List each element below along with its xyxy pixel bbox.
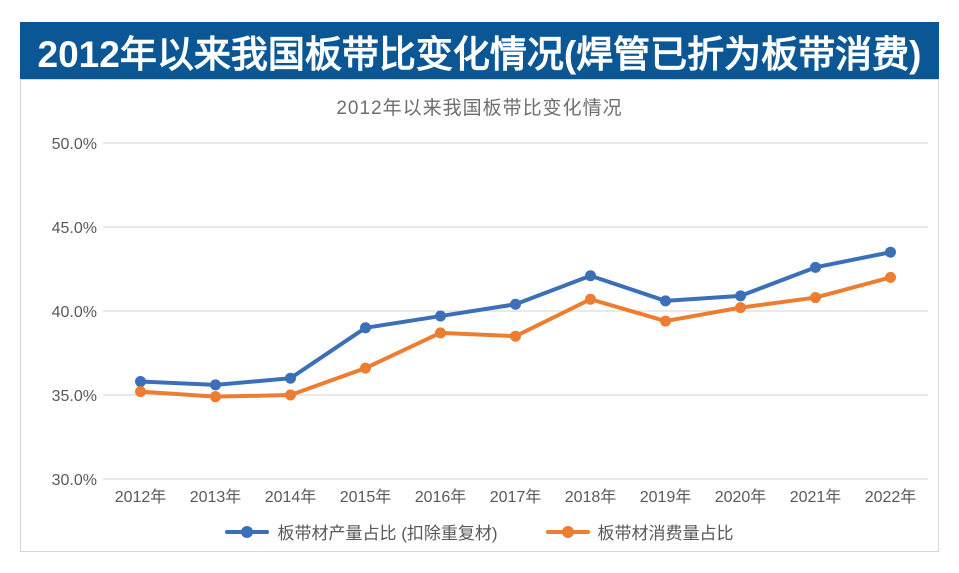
data-point-marker bbox=[360, 322, 371, 334]
legend-item-production-ratio: 板带材产量占比 (扣除重复材) bbox=[225, 519, 498, 544]
data-point-marker bbox=[435, 327, 446, 339]
y-tick-label: 30.0% bbox=[52, 472, 97, 489]
data-point-marker bbox=[135, 376, 146, 388]
legend-label: 板带材产量占比 (扣除重复材) bbox=[277, 524, 498, 543]
x-tick-label: 2017年 bbox=[490, 488, 542, 506]
data-point-marker bbox=[735, 302, 746, 314]
data-point-marker bbox=[585, 293, 596, 305]
y-tick-label: 50.0% bbox=[52, 136, 97, 153]
data-point-marker bbox=[285, 372, 296, 384]
data-point-marker bbox=[210, 391, 221, 403]
data-point-marker bbox=[510, 330, 521, 342]
data-point-marker bbox=[135, 386, 146, 398]
data-point-marker bbox=[660, 315, 671, 327]
x-tick-label: 2012年 bbox=[115, 488, 167, 506]
series-line-0 bbox=[138, 250, 893, 387]
data-point-marker bbox=[435, 310, 446, 322]
x-tick-label: 2020年 bbox=[715, 488, 767, 506]
data-point-marker bbox=[660, 295, 671, 307]
banner-title: 2012年以来我国板带比变化情况(焊管已折为板带消费) bbox=[37, 33, 922, 75]
data-point-marker bbox=[735, 290, 746, 302]
legend-dot-icon bbox=[561, 525, 574, 538]
data-point-marker bbox=[210, 379, 221, 391]
line-chart-plot-area: 50.0% 45.0% 40.0% 35.0% 30.0% 2012年 2013年 2014年… bbox=[52, 136, 928, 506]
x-tick-label: 2019年 bbox=[640, 488, 692, 506]
data-point-marker bbox=[885, 246, 896, 258]
x-tick-label: 2015年 bbox=[340, 488, 392, 506]
legend-line-marker-icon bbox=[225, 525, 270, 538]
data-point-marker bbox=[285, 389, 296, 401]
chart-title: 2012年以来我国板带比变化情况 bbox=[336, 98, 623, 119]
legend-label: 板带材消费量占比 bbox=[597, 524, 734, 543]
legend-line-marker-icon bbox=[545, 525, 590, 538]
x-tick-label: 2016年 bbox=[415, 488, 467, 506]
banner-title-bar: 2012年以来我国板带比变化情况(焊管已折为板带消费) bbox=[20, 22, 939, 79]
data-point-marker bbox=[885, 271, 896, 283]
y-tick-label: 35.0% bbox=[52, 388, 97, 405]
x-tick-label: 2014年 bbox=[265, 488, 317, 506]
data-point-marker bbox=[810, 261, 821, 273]
data-point-marker bbox=[585, 270, 596, 282]
data-point-marker bbox=[810, 292, 821, 304]
legend-dot-icon bbox=[241, 525, 254, 538]
y-tick-label: 40.0% bbox=[52, 304, 97, 321]
y-tick-label: 45.0% bbox=[52, 220, 97, 237]
chart-card: 2012年以来我国板带比变化情况 50.0% 45.0% 40.0% 35.0% 30.… bbox=[20, 79, 939, 552]
x-tick-label: 2021年 bbox=[790, 488, 842, 506]
legend-item-consumption-ratio: 板带材消费量占比 bbox=[545, 519, 734, 544]
x-tick-label: 2022年 bbox=[865, 488, 917, 506]
x-tick-label: 2018年 bbox=[565, 488, 617, 506]
chart-legend: 板带材产量占比 (扣除重复材) 板带材消费量占比 bbox=[21, 519, 938, 544]
data-point-marker bbox=[360, 362, 371, 374]
x-tick-label: 2013年 bbox=[190, 488, 242, 506]
data-point-marker bbox=[510, 298, 521, 310]
